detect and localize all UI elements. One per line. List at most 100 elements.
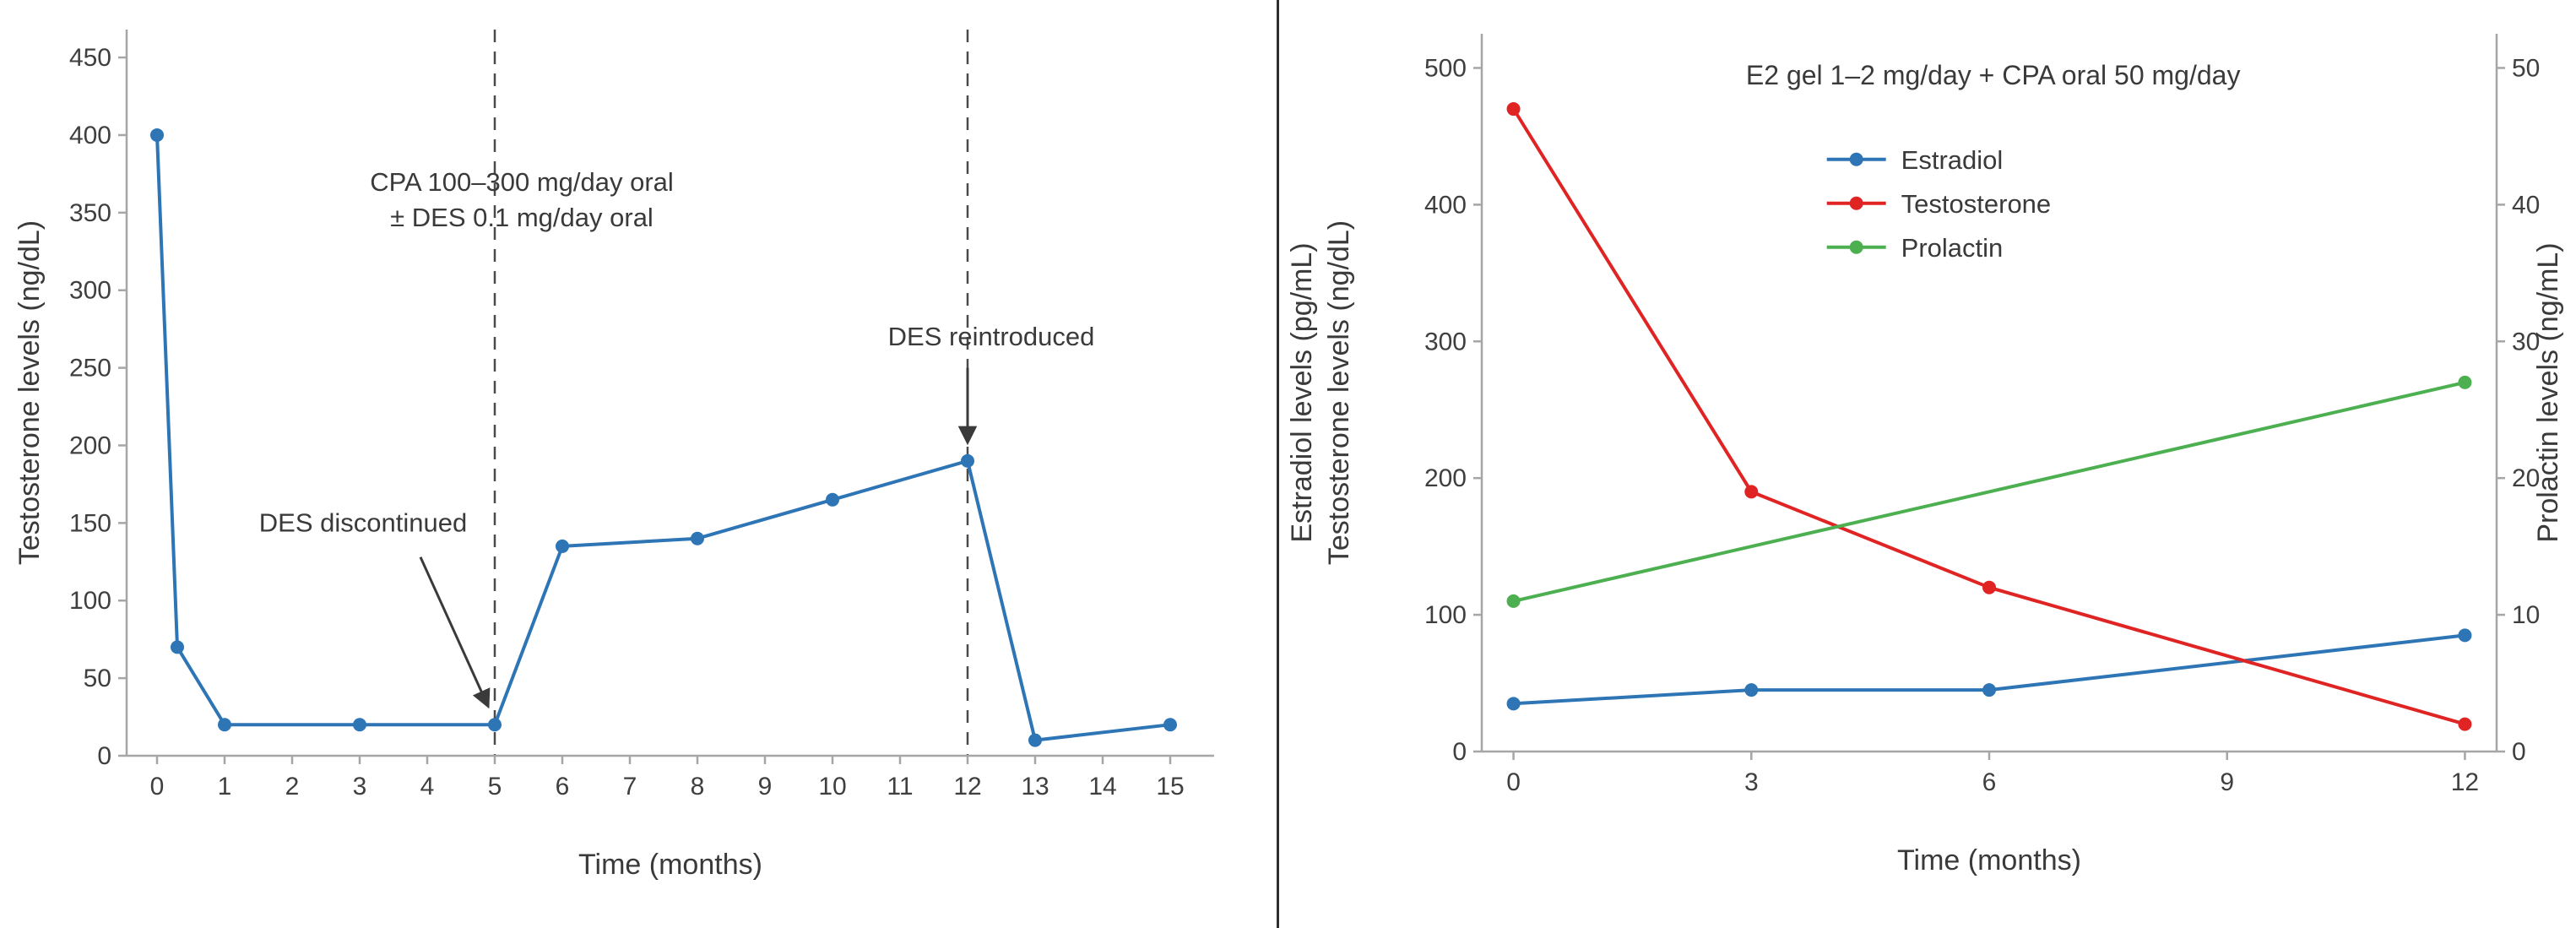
annotation-arrow [419,556,491,709]
x-tick-label: 0 [1506,768,1521,796]
x-tick-label: 6 [556,773,570,800]
x-tick-label: 3 [353,773,367,800]
y-axis-left: 0 100 200 300 400 500 [1424,54,1482,766]
x-tick-label: 1 [218,773,232,800]
y-tick-label: 0 [97,742,111,770]
data-point-marker [1744,683,1759,697]
y-tick-label-right: 20 [2512,464,2540,492]
y-tick-label: 300 [69,277,111,305]
y-tick-label: 250 [69,355,111,383]
data-point-marker [1163,718,1177,732]
data-point-marker [2458,375,2472,389]
x-axis-title: Time (months) [578,849,762,881]
y-axis-left: 0 50 100 150 200 250 300 350 400 450 [69,44,127,770]
data-point-marker [488,718,502,732]
x-tick-label: 6 [1982,768,1997,796]
data-point-marker [353,718,366,732]
x-tick-label: 3 [1744,768,1759,796]
data-point-marker [556,539,569,553]
y-axis-title: Testosterone levels (ng/dL) [14,220,46,565]
y-tick-label: 450 [69,44,111,72]
x-tick-label: 2 [285,773,300,800]
y-tick-label: 100 [1424,601,1467,629]
x-axis: 0 1 2 3 4 5 6 7 8 9 10 11 12 13 14 15 [150,756,1185,800]
data-point-marker [1028,733,1042,747]
right-chart-e2-cpa-hormones: 0 3 6 9 12 0 100 200 300 400 500 0 10 20 30 40 50 Time (m… [1286,34,2564,876]
data-point-marker [2458,628,2472,643]
y-tick-label: 150 [69,509,111,537]
x-tick-label: 4 [420,773,435,800]
series-line [1511,633,2467,706]
data-point-marker [1506,102,1521,117]
series-estradiol [1506,628,2472,711]
annotation: DES reintroduced [888,322,1095,446]
series-testosterone [150,128,1177,747]
series-testosterone [1506,102,2472,731]
y-tick-label-right: 0 [2512,738,2526,766]
y-tick-label: 400 [69,122,111,149]
panel-divider [1277,0,1279,928]
annotation-text: DES reintroduced [888,322,1095,351]
x-axis-title: Time (months) [1897,844,2081,876]
legend-label: Testosterone [1901,189,2052,219]
series-line [1511,107,2467,726]
y-axis-title-right: Prolactin levels (ng/mL) [2532,242,2564,542]
x-tick-label: 14 [1088,773,1116,800]
x-axis: 0 3 6 9 12 [1506,752,2479,796]
annotation: CPA 100–300 mg/day oral ± DES 0.1 mg/day … [370,167,674,232]
legend-label: Estradiol [1901,145,2004,175]
legend-swatch-marker [1849,196,1863,210]
y-tick-label: 200 [1424,464,1467,492]
x-tick-label: 5 [488,773,502,800]
y-axis-right: 0 10 20 30 40 50 [2497,54,2540,766]
data-point-marker [150,128,164,142]
y-axis-title: Testosterone levels (ng/dL) [1323,220,1355,565]
x-tick-label: 10 [818,773,846,800]
series-line [155,133,1172,742]
left-chart-cpa-des-testosterone: 0 1 2 3 4 5 6 7 8 9 10 11 12 13 14 15050100150200250300… [14,30,1214,881]
y-tick-label: 0 [1452,738,1467,766]
data-point-marker [1982,580,1996,594]
y-tick-label: 50 [84,665,111,692]
data-point-marker [1506,594,1521,608]
y-tick-label-right: 10 [2512,601,2540,629]
y-tick-label-right: 30 [2512,328,2540,355]
annotation-text: ± DES 0.1 mg/day oral [390,203,653,232]
y-tick-label: 100 [69,587,111,615]
annotation-text: DES discontinued [259,507,467,537]
data-point-marker [691,531,704,545]
x-tick-label: 12 [953,773,981,800]
y-tick-label: 500 [1424,54,1467,82]
y-tick-label: 200 [69,431,111,459]
data-point-marker [826,492,839,507]
annotation-text: CPA 100–300 mg/day oral [370,167,674,197]
data-point-marker [2458,717,2472,731]
y-tick-label: 300 [1424,328,1467,355]
legend-label: Prolactin [1901,233,2004,263]
data-point-marker [171,640,184,654]
x-tick-label: 7 [623,773,637,800]
legend: Estradiol Testosterone Prolactin [1826,145,2052,263]
legend-swatch-marker [1849,152,1863,166]
series-prolactin [1506,375,2472,608]
y-tick-label: 400 [1424,191,1467,219]
x-tick-label: 8 [691,773,705,800]
data-point-marker [218,718,231,732]
y-tick-label-right: 50 [2512,54,2540,82]
y-axis-title: Estradiol levels (pg/mL) [1286,242,1318,542]
series-line [1511,380,2467,603]
data-point-marker [961,453,974,468]
annotation: DES discontinued [259,507,491,709]
x-tick-label: 11 [887,773,913,800]
y-tick-label-right: 40 [2512,191,2540,219]
x-tick-label: 0 [150,773,165,800]
y-tick-label: 350 [69,199,111,227]
x-tick-label: 15 [1156,773,1184,800]
x-tick-label: 9 [2220,768,2234,796]
x-tick-label: 13 [1021,773,1049,800]
data-point-marker [1506,697,1521,711]
data-point-marker [1744,485,1759,499]
legend-swatch-marker [1849,240,1863,254]
data-point-marker [1982,683,1996,697]
